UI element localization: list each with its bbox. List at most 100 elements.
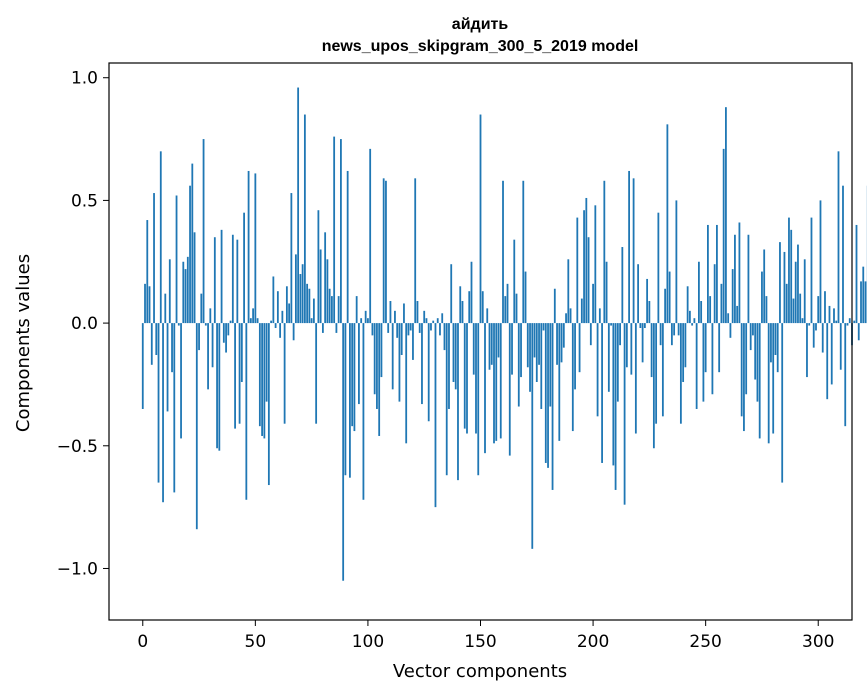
bar [159, 151, 162, 324]
x-tick-label: 100 [352, 632, 384, 652]
bar [378, 323, 381, 436]
bar [317, 210, 320, 324]
chart-title-line-2: news_upos_skipgram_300_5_2019 model [322, 38, 639, 55]
bar [227, 323, 230, 336]
y-tick-label: 0.5 [71, 191, 98, 211]
bar [439, 323, 441, 336]
bar [684, 323, 687, 368]
y-axis-label: Components values [13, 254, 34, 432]
bar [619, 323, 621, 346]
bar [511, 323, 513, 375]
bar [571, 323, 574, 432]
bar [180, 323, 182, 439]
bar [731, 269, 734, 324]
bar [245, 323, 248, 500]
bar [441, 313, 444, 324]
bar [153, 193, 155, 324]
bar [808, 323, 811, 326]
bar [184, 269, 187, 324]
bar [254, 173, 257, 324]
bar [326, 259, 329, 324]
bar [686, 286, 689, 324]
bar [862, 266, 865, 324]
bar [567, 259, 570, 324]
bar [632, 178, 635, 324]
bar [679, 323, 682, 424]
bar [376, 323, 378, 409]
bar [204, 323, 207, 326]
bar [583, 210, 585, 324]
bar [605, 261, 608, 324]
bar [448, 323, 450, 409]
bar [540, 323, 543, 409]
bar [416, 301, 419, 324]
bar [272, 276, 275, 324]
bar [587, 237, 590, 324]
bar [524, 271, 527, 324]
bar [650, 323, 653, 378]
bar [842, 185, 844, 324]
bar [308, 288, 311, 324]
x-tick-label: 0 [137, 632, 148, 652]
bar [652, 323, 655, 449]
bar [578, 323, 581, 373]
bar [603, 180, 606, 324]
bar [776, 323, 779, 373]
bar [141, 323, 144, 409]
bar [826, 323, 829, 400]
bar [454, 323, 457, 390]
bar [749, 323, 752, 351]
bar [797, 244, 799, 324]
bar [319, 249, 322, 324]
bar [614, 323, 617, 490]
bar [547, 323, 549, 468]
bar [664, 288, 667, 324]
bar [520, 323, 522, 378]
bar [146, 220, 149, 324]
bar [794, 261, 797, 324]
bar [774, 323, 777, 355]
bar [720, 283, 723, 324]
bar [157, 323, 160, 483]
bar [267, 323, 270, 486]
bar [839, 323, 842, 370]
bar [695, 323, 698, 409]
bar [517, 323, 520, 407]
bar [722, 148, 725, 324]
bar [209, 308, 212, 324]
bar [443, 323, 446, 351]
bar [497, 323, 500, 358]
bar [515, 293, 518, 324]
bar [711, 323, 714, 395]
bar [533, 323, 536, 358]
bar [657, 212, 660, 324]
bar [299, 274, 302, 324]
bar [216, 323, 218, 449]
bar [398, 323, 401, 402]
bar [596, 323, 599, 417]
bar [148, 286, 151, 324]
bar [421, 323, 423, 405]
bar [407, 323, 410, 336]
bar [200, 293, 203, 324]
bar [770, 323, 772, 363]
bar [758, 323, 761, 439]
bar [788, 217, 790, 324]
bar [346, 170, 349, 324]
bar [549, 323, 552, 407]
bar [560, 323, 563, 363]
bar [623, 323, 626, 505]
bar [202, 139, 205, 324]
bar [405, 323, 408, 444]
bar [425, 318, 428, 324]
bar [522, 180, 525, 324]
bar [513, 239, 516, 324]
bar [331, 296, 333, 324]
bar [353, 323, 356, 432]
bar [256, 318, 259, 324]
bar [236, 239, 239, 324]
bar [592, 283, 594, 324]
bar [400, 323, 403, 355]
bar [659, 323, 662, 346]
